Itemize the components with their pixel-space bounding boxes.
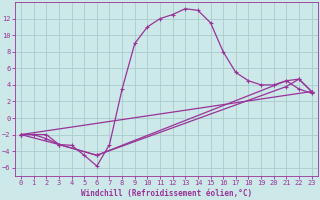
X-axis label: Windchill (Refroidissement éolien,°C): Windchill (Refroidissement éolien,°C) — [81, 189, 252, 198]
